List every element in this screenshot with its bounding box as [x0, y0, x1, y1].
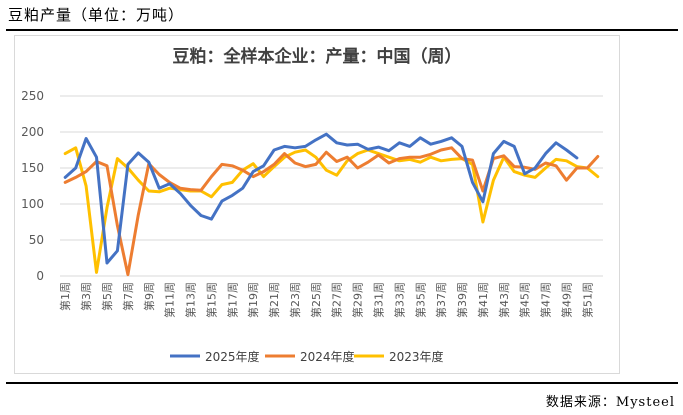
y-tick-label: 50: [29, 233, 44, 247]
gridlines: [60, 95, 603, 277]
legend: 2025年度 2024年度 2023年度: [170, 349, 444, 364]
x-tick-label: 第33周: [392, 282, 406, 318]
x-tick-label: 第35周: [413, 282, 427, 318]
x-tick-label: 第51周: [580, 282, 594, 318]
legend-label: 2025年度: [205, 349, 260, 364]
x-tick-label: 第21周: [267, 282, 281, 318]
top-rule: [6, 29, 678, 31]
y-tick-label: 150: [21, 161, 44, 175]
x-tick-label: 第47周: [539, 282, 553, 318]
x-tick-label: 第19周: [246, 282, 260, 318]
x-tick-label: 第31周: [371, 282, 385, 318]
y-tick-label: 250: [21, 89, 44, 103]
x-tick-label: 第13周: [184, 282, 198, 318]
bottom-rule: [6, 382, 678, 384]
x-tick-label: 第29周: [351, 282, 365, 318]
chart-frame: [14, 35, 620, 374]
x-tick-label: 第39周: [455, 282, 469, 318]
y-tick-label: 100: [21, 197, 44, 211]
x-tick-label: 第11周: [163, 282, 177, 318]
chart-title: 豆粕：全样本企业：产量：中国（周）: [173, 46, 462, 67]
x-tick-label: 第5周: [100, 282, 114, 311]
x-tick-label: 第25周: [309, 282, 323, 318]
series-line: [63, 132, 579, 265]
x-tick-label: 第43周: [497, 282, 511, 318]
x-axis: 第1周 第3周 第5周 第7周 第9周 第11周 第13周 第15周 第17周 第19周 第21周第…: [58, 282, 594, 318]
x-tick-label: 第23周: [288, 282, 302, 318]
series-line: [63, 146, 600, 274]
series-line: [63, 146, 600, 277]
x-tick-label: 第9周: [142, 282, 156, 311]
x-tick-label: 第15周: [204, 282, 218, 318]
x-tick-label: 第49周: [559, 282, 573, 318]
y-tick-label: 200: [21, 125, 44, 139]
data-source: 数据来源：Mysteel: [545, 395, 675, 410]
legend-label: 2023年度: [389, 349, 444, 364]
x-tick-label: 第7周: [121, 282, 135, 311]
legend-label: 2024年度: [300, 349, 355, 364]
x-tick-label: 第17周: [225, 282, 239, 318]
x-tick-label: 第27周: [330, 282, 344, 318]
figure-caption: 豆粕产量（单位：万吨）: [8, 6, 185, 24]
x-tick-label: 第1周: [58, 282, 72, 311]
x-tick-label: 第37周: [434, 282, 448, 318]
x-tick-label: 第3周: [79, 282, 93, 311]
x-tick-label: 第45周: [518, 282, 532, 318]
y-tick-label: 0: [36, 269, 44, 283]
x-tick-label: 第41周: [476, 282, 490, 318]
series-lines: [63, 132, 600, 277]
y-axis: 0 50 100 150 200 250: [21, 89, 44, 283]
